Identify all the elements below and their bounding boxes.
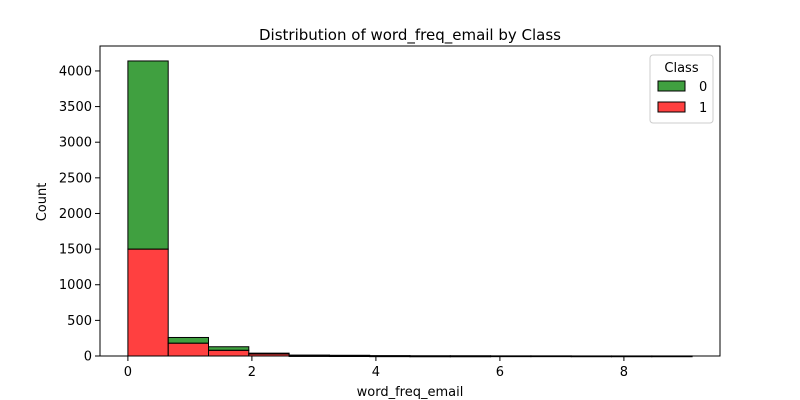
legend-swatch-class-0 [657,80,686,92]
y-tick-label: 0 [84,350,92,365]
x-tick-label: 8 [620,365,628,380]
y-tick-label: 3500 [59,100,92,115]
legend-label-class-0: 0 [699,80,707,95]
y-tick-label: 1000 [59,278,92,293]
bar-class-1-bin-0 [127,248,169,357]
bars-group [127,60,693,358]
x-axis-title: word_freq_email [357,385,464,400]
x-tick-label: 0 [124,365,132,380]
legend-swatch-class-1 [657,101,686,113]
y-tick-label: 4000 [59,64,92,79]
y-tick-label: 500 [67,314,92,329]
bar-class-0-bin-0 [127,60,169,250]
y-tick-label: 3000 [59,136,92,151]
legend-label-class-1: 1 [699,101,707,116]
x-tick-label: 6 [496,365,504,380]
bar-class-0-bin-1 [167,336,209,344]
axes-group: 0 2 4 6 8 0 500 1000 1500 2000 2500 3000 3500 4000 [59,45,721,380]
bar-class-0-bin-2 [208,346,250,351]
y-tick-label: 2000 [59,207,92,222]
y-axis-title: Count [35,183,50,222]
legend-title: Class [664,61,698,76]
y-tick-label: 2500 [59,171,92,186]
x-tick-label: 4 [372,365,380,380]
bar-class-0-bin-3 [248,352,290,355]
plot-frame [99,45,721,357]
x-tick-label: 2 [248,365,256,380]
chart-title: Distribution of word_freq_email by Class [259,26,561,45]
bar-class-1-bin-1 [167,342,209,357]
bar-class-1-bin-2 [208,349,250,357]
y-tick-label: 1500 [59,243,92,258]
